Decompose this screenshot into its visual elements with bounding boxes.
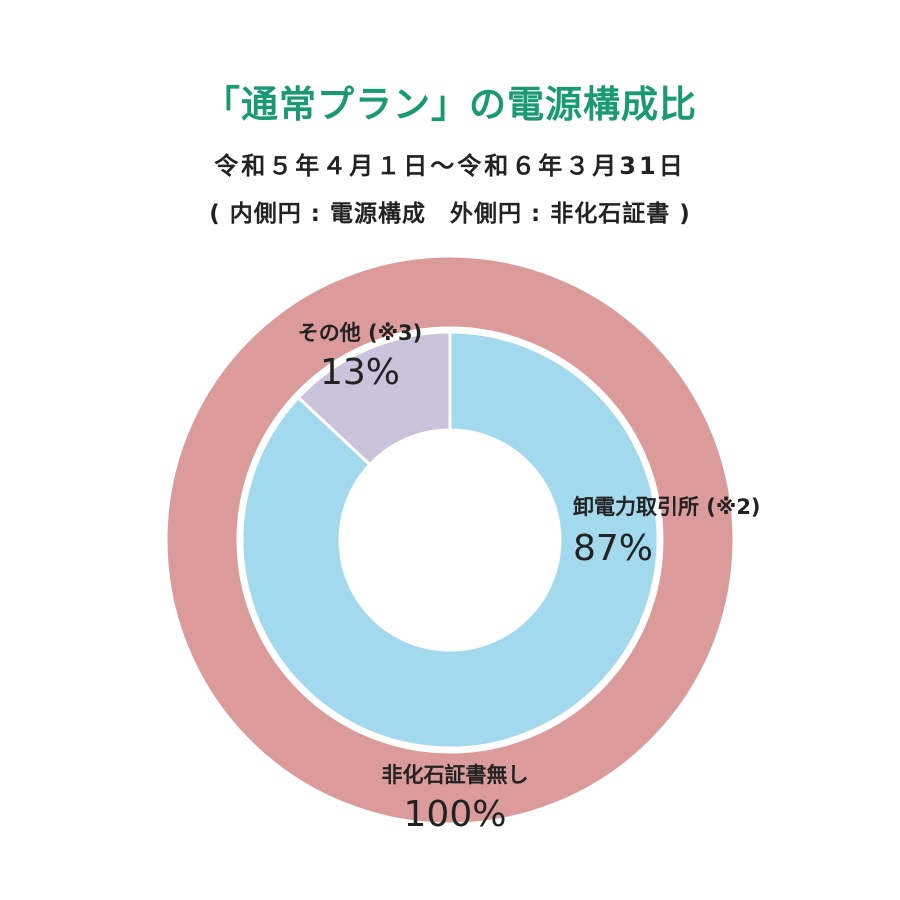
label-jepx-value: 87% bbox=[573, 528, 653, 569]
slice-label-no-certificate: 非化石証書無し 100% bbox=[382, 763, 529, 835]
label-jepx-name: 卸電力取引所 (※2) bbox=[573, 495, 761, 519]
outer-slice-0 bbox=[164, 254, 736, 826]
slice-label-other: その他 (※3) 13% bbox=[298, 321, 423, 393]
chart-title: 「通常プラン」の電源構成比 bbox=[203, 83, 697, 126]
label-other-name: その他 (※3) bbox=[298, 321, 423, 345]
label-no-certificate-value: 100% bbox=[404, 794, 507, 835]
chart-note: ( 内側円 : 電源構成 外側円 : 非化石証書 ) bbox=[209, 201, 691, 227]
label-other-value: 13% bbox=[320, 352, 400, 393]
inner-slice-1 bbox=[240, 330, 660, 750]
inner-ring bbox=[240, 330, 660, 750]
label-no-certificate-name: 非化石証書無し bbox=[382, 763, 529, 787]
slice-label-jepx: 卸電力取引所 (※2) 87% bbox=[573, 495, 761, 569]
chart-period: 令和５年４月１日～令和６年３月31日 bbox=[214, 152, 686, 180]
outer-ring bbox=[164, 254, 736, 826]
